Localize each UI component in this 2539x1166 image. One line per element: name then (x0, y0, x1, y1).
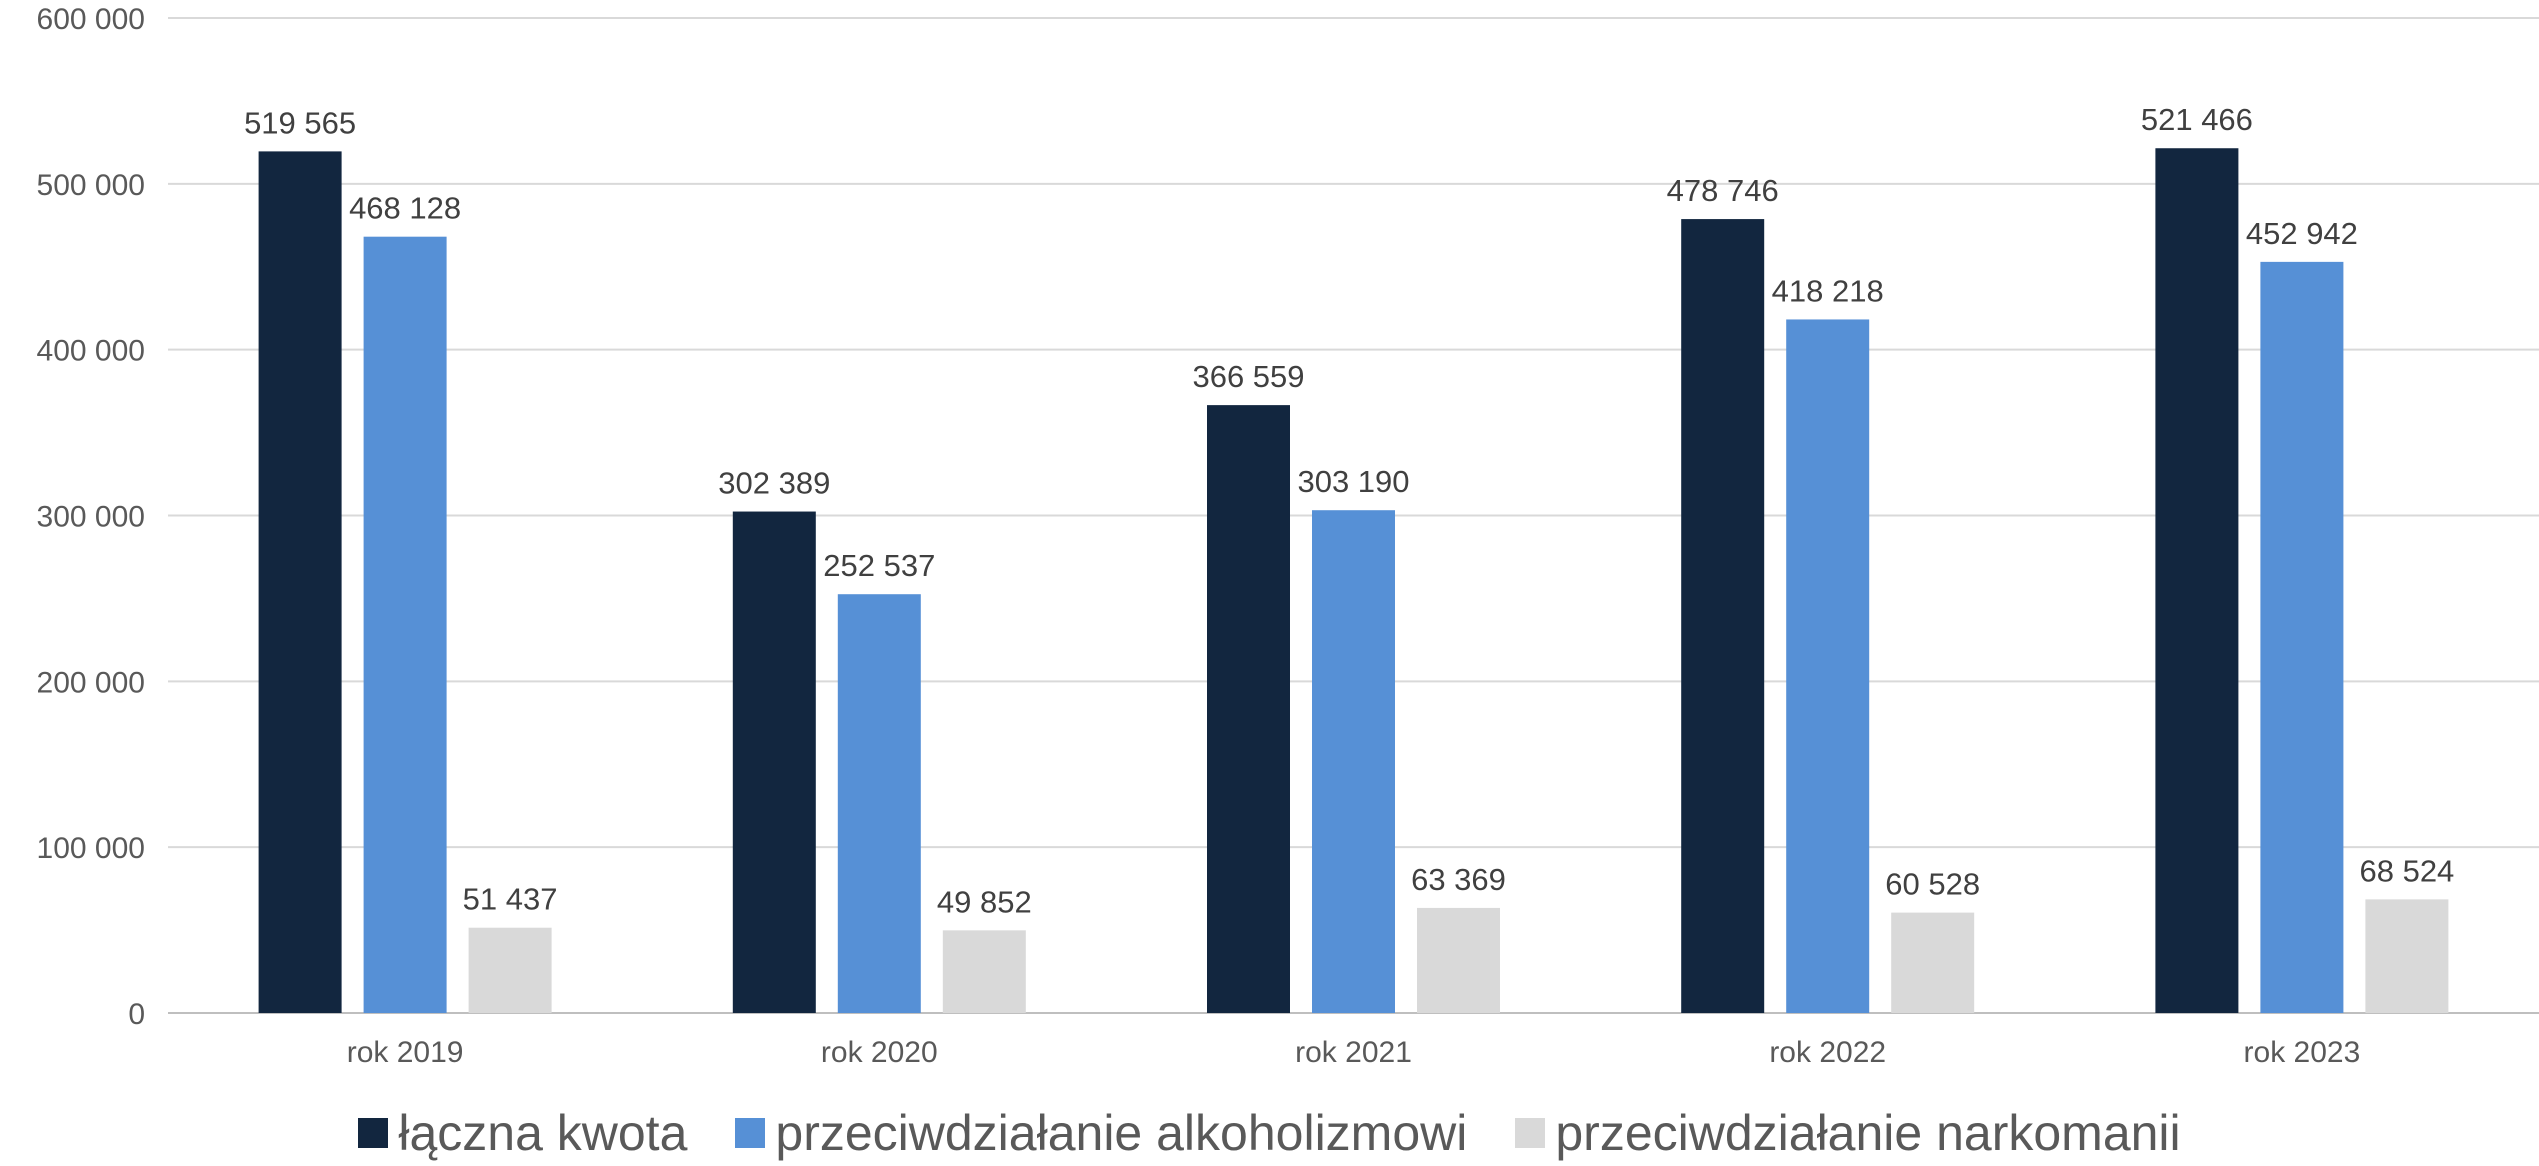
bar (2260, 261, 2344, 1013)
x-category-label: rok 2020 (821, 1036, 938, 1069)
bar (732, 511, 816, 1013)
data-label: 521 466 (2141, 102, 2253, 137)
legend-label: łączna kwota (398, 1105, 688, 1161)
data-label: 468 128 (349, 191, 461, 226)
legend-swatch (358, 1118, 389, 1148)
x-category-label: rok 2022 (1769, 1036, 1886, 1069)
data-label: 303 190 (1297, 464, 1409, 499)
legend-label: przeciwdziałanie alkoholizmowi (775, 1105, 1468, 1161)
y-tick-label: 600 000 (37, 3, 145, 36)
data-label: 63 369 (1411, 862, 1506, 897)
data-label: 49 852 (937, 884, 1032, 919)
bar (2155, 148, 2239, 1014)
bar (1207, 405, 1290, 1013)
bar (1681, 219, 1765, 1014)
data-label: 68 524 (2359, 853, 2454, 888)
chart-legend: łączna kwota przeciwdziałanie alkoholizmo… (0, 1100, 2539, 1166)
bar (1417, 907, 1500, 1013)
bar (942, 930, 1026, 1013)
bar (468, 927, 552, 1013)
data-label: 252 537 (823, 548, 935, 583)
legend-item: łączna kwota (358, 1108, 687, 1158)
y-tick-label: 300 000 (37, 501, 145, 534)
data-label: 519 565 (244, 105, 356, 140)
data-label: 302 389 (718, 466, 830, 501)
data-label: 478 746 (1667, 173, 1779, 208)
y-tick-label: 500 000 (37, 169, 145, 202)
legend-item: przeciwdziałanie alkoholizmowi (735, 1108, 1467, 1158)
data-label: 366 559 (1192, 359, 1304, 394)
legend-swatch (735, 1118, 766, 1148)
bar (258, 151, 342, 1013)
data-label: 60 528 (1885, 867, 1980, 902)
data-label: 452 942 (2246, 216, 2358, 251)
data-label: 51 437 (463, 882, 558, 917)
bar (363, 236, 447, 1013)
bar (1312, 510, 1395, 1013)
bar (837, 594, 921, 1013)
y-tick-label: 400 000 (37, 335, 145, 368)
bar (1891, 912, 1975, 1013)
y-tick-label: 100 000 (37, 832, 145, 865)
bar-chart: 0 100 000 200 000 300 000 400 000 500 000 600 … (37, 3, 2539, 1069)
data-label: 418 218 (1772, 273, 1884, 308)
bar (2365, 899, 2449, 1013)
bar (1786, 319, 1870, 1013)
y-tick-label: 0 (128, 998, 145, 1031)
x-category-label: rok 2023 (2244, 1036, 2361, 1069)
legend-item: przeciwdziałanie narkomanii (1515, 1105, 2181, 1161)
x-category-label: rok 2019 (347, 1036, 464, 1069)
legend-label: przeciwdziałanie narkomanii (1555, 1105, 2181, 1161)
legend-swatch (1515, 1118, 1546, 1148)
y-tick-label: 200 000 (37, 666, 145, 699)
x-category-label: rok 2021 (1295, 1036, 1412, 1069)
